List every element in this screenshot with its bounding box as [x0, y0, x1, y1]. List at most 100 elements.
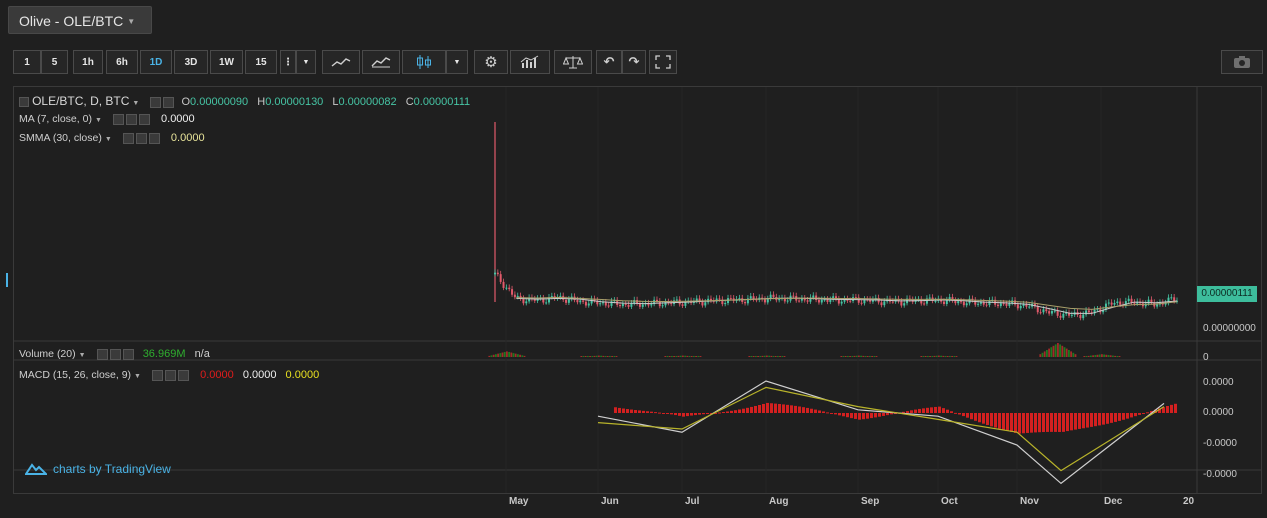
macd-label[interactable]: MACD (15, 26, close, 9)	[19, 369, 132, 381]
chart-type-dropdown-icon[interactable]: ▼	[446, 50, 468, 74]
more-dots-icon[interactable]: ⋮	[280, 50, 296, 74]
macd-histogram-bar	[1170, 404, 1173, 413]
volume-label[interactable]: Volume (20)	[19, 348, 76, 360]
candle-body	[709, 298, 712, 301]
volume-bar	[1096, 354, 1099, 357]
ma-label[interactable]: MA (7, close, 0)	[19, 113, 92, 125]
volume-bar	[589, 356, 591, 357]
fullscreen-icon[interactable]	[649, 50, 677, 74]
close-icon[interactable]	[178, 369, 190, 381]
interval-6h-button[interactable]: 6h	[106, 50, 138, 74]
candle-chart-icon[interactable]	[402, 50, 446, 74]
candle-body	[1025, 304, 1028, 307]
candle-body	[1147, 299, 1150, 304]
settings-icon[interactable]	[109, 348, 121, 360]
area-chart-icon[interactable]	[362, 50, 400, 74]
candle-body	[942, 301, 945, 304]
macd-histogram-bar	[934, 406, 937, 413]
interval-3d-button[interactable]: 3D	[174, 50, 208, 74]
smma-label[interactable]: SMMA (30, close)	[19, 132, 102, 144]
macd-histogram-bar	[1086, 413, 1089, 428]
chevron-down-icon[interactable]: ▼	[104, 136, 112, 143]
volume-bar	[591, 356, 594, 357]
interval-1h-button[interactable]: 1h	[73, 50, 103, 74]
settings-icon[interactable]	[163, 96, 175, 108]
settings-icon[interactable]	[135, 132, 147, 144]
candle-body	[658, 301, 661, 307]
volume-bar	[935, 355, 938, 357]
volume-bar	[757, 356, 759, 357]
volume-bar	[855, 355, 858, 357]
candle-body	[979, 302, 982, 304]
candle-body	[772, 294, 775, 298]
redo-icon[interactable]: ↷	[622, 50, 646, 74]
line-chart-icon[interactable]	[322, 50, 360, 74]
chevron-down-icon[interactable]: ▼	[132, 100, 140, 107]
interval-1d-button[interactable]: 1D	[140, 50, 172, 74]
candle-body	[1144, 303, 1147, 307]
close-icon[interactable]	[138, 113, 150, 125]
visibility-icon[interactable]	[152, 369, 164, 381]
chart-area[interactable]: OLE/BTC, D, BTC ▼ O0.00000090 H0.00000130…	[13, 86, 1262, 494]
candle-body	[1104, 303, 1107, 310]
legend-symbol[interactable]: OLE/BTC, D, BTC	[32, 94, 130, 108]
tradingview-watermark[interactable]: charts by TradingView	[25, 462, 171, 476]
indicators-icon[interactable]	[510, 50, 550, 74]
interval-15-button[interactable]: 15	[245, 50, 277, 74]
undo-icon[interactable]: ↶	[596, 50, 622, 74]
collapse-icon[interactable]	[19, 97, 29, 108]
volume-bar	[582, 356, 585, 357]
high-value: 0.00000130	[265, 96, 324, 108]
volume-bar	[842, 356, 845, 357]
candle-body	[798, 300, 801, 302]
compare-icon[interactable]	[554, 50, 592, 74]
settings-icon[interactable]	[165, 369, 177, 381]
volume-bar	[1098, 354, 1101, 357]
interval-1-button[interactable]: 1	[13, 50, 41, 74]
volume-bar	[611, 356, 613, 357]
chevron-down-icon[interactable]: ▼	[78, 352, 86, 359]
watermark-text: charts by TradingView	[53, 462, 171, 476]
candle-body	[945, 300, 948, 304]
candle-body	[1116, 301, 1119, 303]
candle-body	[704, 302, 707, 306]
settings-icon[interactable]	[125, 113, 137, 125]
macd-histogram-bar	[994, 413, 997, 428]
interval-1w-button[interactable]: 1W	[210, 50, 243, 74]
symbol-title-dropdown[interactable]: Olive - OLE/BTC ▼	[8, 6, 152, 34]
macd-histogram-bar	[670, 413, 673, 415]
interval-dropdown-icon[interactable]: ▼	[296, 50, 316, 74]
volume-bar	[920, 356, 923, 357]
candle-body	[763, 299, 766, 303]
close-icon[interactable]	[148, 132, 160, 144]
interval-5-button[interactable]: 5	[41, 50, 68, 74]
symbol-legend: OLE/BTC, D, BTC ▼ O0.00000090 H0.00000130…	[19, 94, 470, 108]
candle-body	[982, 302, 985, 305]
visibility-icon[interactable]	[150, 96, 162, 108]
candle-body	[499, 274, 502, 282]
chevron-down-icon[interactable]: ▼	[94, 117, 102, 124]
close-icon[interactable]	[122, 348, 134, 360]
candle-body	[718, 298, 721, 300]
macd-histogram-bar	[1018, 413, 1021, 434]
camera-icon[interactable]	[1221, 50, 1263, 74]
macd-histogram-bar	[618, 407, 621, 413]
chevron-down-icon[interactable]: ▼	[134, 373, 141, 380]
visibility-icon[interactable]	[122, 132, 134, 144]
visibility-icon[interactable]	[112, 113, 124, 125]
candle-body	[809, 297, 812, 302]
gear-icon[interactable]: ⚙	[474, 50, 508, 74]
volume-bar	[690, 356, 693, 357]
macd-histogram-bar	[834, 413, 837, 415]
volume-bar	[951, 356, 953, 357]
volume-bar	[866, 356, 869, 357]
low-label: L	[332, 96, 339, 108]
macd-histogram-bar	[778, 403, 781, 413]
volume-bar	[1039, 354, 1042, 357]
candle-body	[528, 297, 531, 302]
macd-histogram-bar	[658, 412, 661, 414]
macd-axis-label: -0.0000	[1203, 469, 1237, 480]
current-price-label: 0.00000111	[1197, 286, 1257, 302]
candle-body	[871, 299, 874, 302]
visibility-icon[interactable]	[96, 348, 108, 360]
